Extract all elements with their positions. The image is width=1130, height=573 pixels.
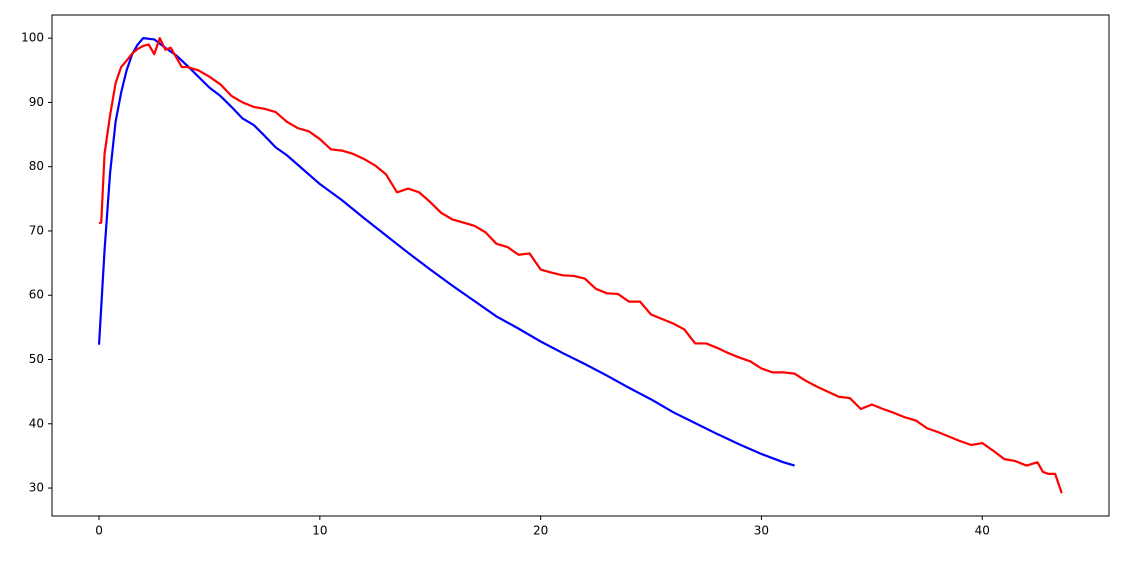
x-tick-label: 20 <box>533 524 548 538</box>
y-tick-label: 60 <box>29 288 44 302</box>
x-tick-label: 40 <box>975 524 990 538</box>
series-line <box>97 37 795 467</box>
x-tick-label: 0 <box>95 524 103 538</box>
series-line <box>98 37 1063 494</box>
x-tick-label: 30 <box>754 524 769 538</box>
y-tick-label: 90 <box>29 95 44 109</box>
y-tick-label: 50 <box>29 352 44 366</box>
y-tick-label: 30 <box>29 481 44 495</box>
x-tick-label: 10 <box>312 524 327 538</box>
plot-frame <box>51 14 1110 517</box>
y-tick-label: 70 <box>29 223 44 237</box>
y-tick-label: 100 <box>21 31 44 45</box>
y-tick-label: 80 <box>29 159 44 173</box>
y-tick-label: 40 <box>29 416 44 430</box>
